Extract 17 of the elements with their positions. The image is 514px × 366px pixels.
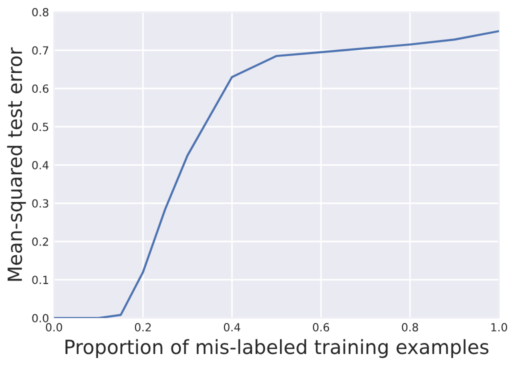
y-tick-label: 0.3: [32, 199, 48, 208]
y-tick-label: 0.2: [32, 237, 48, 246]
x-tick-label: 1.0: [491, 323, 508, 332]
x-tick-label: 0.4: [224, 323, 240, 332]
y-tick-label: 0.4: [32, 160, 49, 170]
x-tick-label: 0.8: [402, 323, 418, 332]
y-tick-label: 0.0: [32, 314, 48, 322]
y-tick-label: 0.1: [32, 276, 48, 284]
x-tick-label: 0.0: [46, 323, 62, 332]
y-axis-title: Mean-squared test error: [7, 47, 26, 281]
y-tick-label: 0.5: [32, 122, 48, 132]
y-tick-label: 0.7: [32, 46, 48, 55]
x-axis-title: Proportion of mis-labeled training examples: [66, 339, 488, 358]
y-tick-label: 0.8: [32, 8, 48, 16]
y-tick-label: 0.6: [32, 84, 48, 93]
x-tick-label: 0.6: [312, 323, 330, 332]
x-tick-label: 0.2: [134, 323, 151, 332]
